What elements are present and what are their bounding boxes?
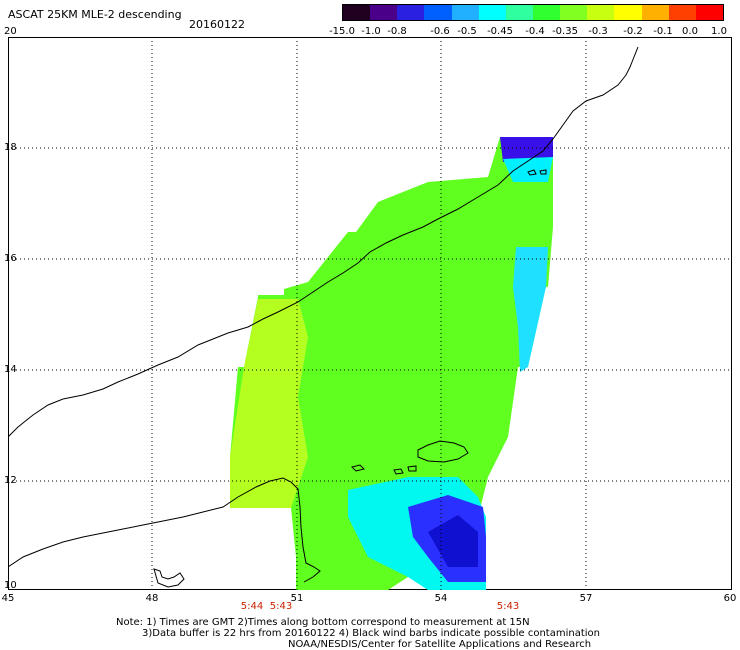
- color-scale-label: -0.3: [588, 26, 608, 37]
- pass-time-label: 5:44: [240, 601, 264, 612]
- map-date: 20160122: [189, 18, 245, 31]
- coast-somalia-bit: [153, 568, 185, 588]
- latitude-label: 18: [4, 142, 17, 153]
- swath-north-cap: [500, 137, 553, 162]
- color-scale-label: -0.6: [430, 26, 450, 37]
- color-scale-label: -0.35: [552, 26, 578, 37]
- coastline-north: [8, 46, 639, 438]
- longitude-label: 60: [723, 593, 737, 604]
- color-scale-swatch: [614, 5, 642, 20]
- longitude-label: 45: [1, 593, 15, 604]
- color-scale-swatch: [370, 5, 398, 20]
- color-scale-swatch: [451, 5, 479, 20]
- color-scale-swatch: [560, 5, 588, 20]
- color-scale-swatch: [478, 5, 506, 20]
- color-scale-swatch: [505, 5, 533, 20]
- color-scale-swatch: [641, 5, 669, 20]
- footer-note-2: 3)Data buffer is 22 hrs from 20160122 4)…: [142, 628, 600, 639]
- color-scale-label: -0.1: [653, 26, 673, 37]
- island-socotra: [417, 440, 469, 463]
- color-scale-swatch: [695, 5, 723, 20]
- color-scale-swatch: [587, 5, 615, 20]
- latitude-label: 16: [4, 253, 17, 264]
- color-scale-label: -0.8: [387, 26, 407, 37]
- longitude-label: 54: [434, 593, 448, 604]
- lat-lon-grid: [8, 37, 732, 590]
- longitude-label: 48: [145, 593, 159, 604]
- footer-credit: NOAA/NESDIS/Center for Satellite Applica…: [288, 639, 592, 650]
- swath-north-cyan: [503, 157, 553, 182]
- color-scale-label: -0.5: [457, 26, 477, 37]
- color-scale-label: 0.0: [682, 26, 698, 37]
- color-scale-bar: [342, 4, 724, 21]
- color-scale-label: -0.45: [487, 26, 513, 37]
- color-scale-label: -15.0: [329, 26, 355, 37]
- color-scale-swatch: [532, 5, 561, 20]
- latitude-label: 12: [4, 475, 17, 486]
- swath-east-cyan: [513, 247, 548, 372]
- longitude-label: 57: [579, 593, 593, 604]
- color-scale-swatch: [668, 5, 696, 20]
- color-scale-swatch: [397, 5, 425, 20]
- color-scale-swatch: [424, 5, 452, 20]
- island-abd-al-kuri: [351, 464, 417, 475]
- pass-time-label: 5:43: [269, 601, 293, 612]
- scatterometer-swath: [230, 137, 553, 590]
- footer-note-1: Note: 1) Times are GMT 2)Times along bot…: [116, 617, 530, 628]
- color-scale-label: -1.0: [361, 26, 381, 37]
- color-scale-swatch: [343, 5, 371, 20]
- color-scale-label: -0.2: [623, 26, 643, 37]
- pass-time-label: 5:43: [496, 601, 520, 612]
- latitude-label: 14: [4, 364, 17, 375]
- map-plot: [8, 37, 732, 590]
- swath-west-band: [230, 299, 308, 508]
- coastline-south: [8, 477, 321, 583]
- longitude-label: 51: [290, 593, 304, 604]
- island-kuria-muria: [527, 169, 547, 176]
- map-title: ASCAT 25KM MLE-2 descending: [8, 8, 182, 21]
- swath-main: [230, 137, 553, 590]
- latitude-label: 20: [4, 26, 17, 37]
- latitude-label: 10: [4, 580, 17, 591]
- swath-south-deep: [428, 515, 478, 567]
- color-scale-label: -0.4: [525, 26, 545, 37]
- color-scale-label: 1.0: [711, 26, 727, 37]
